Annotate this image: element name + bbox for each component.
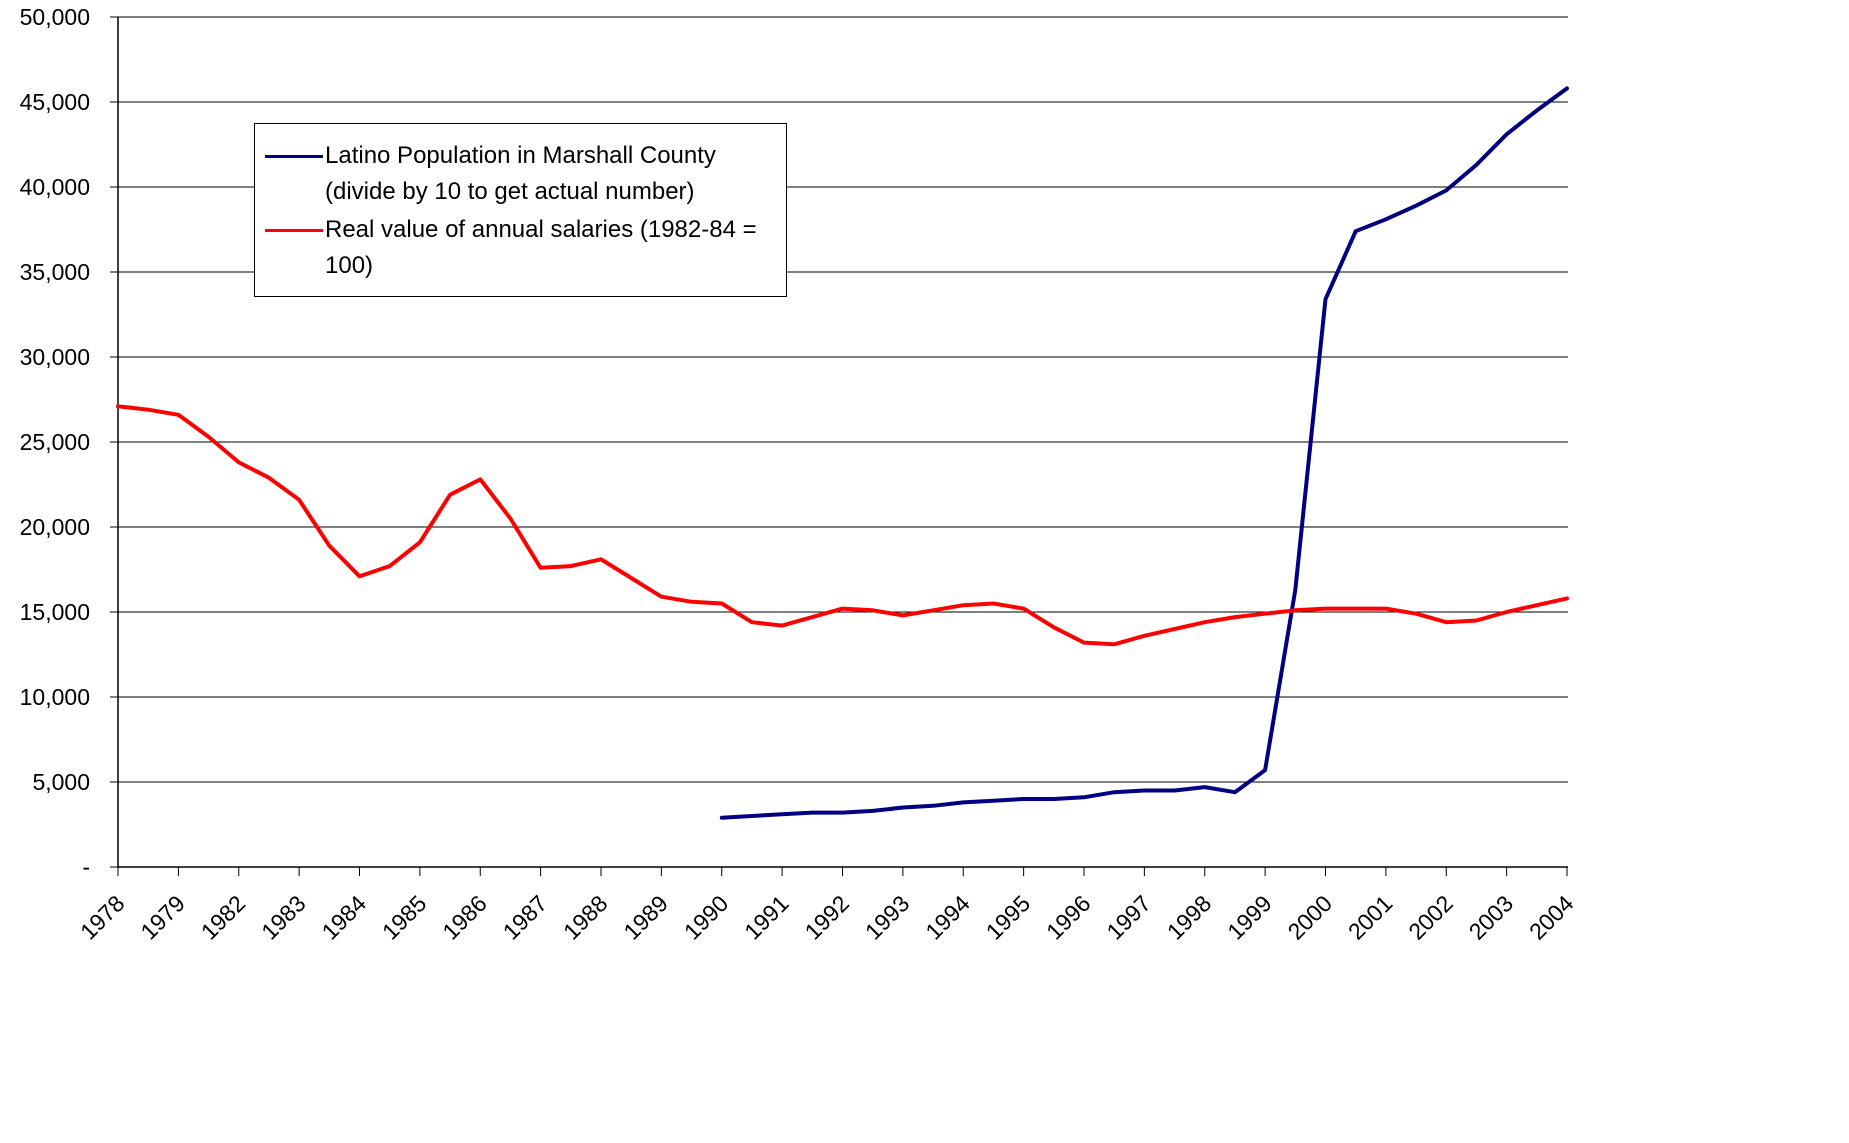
x-tick-label: 1984 bbox=[316, 890, 371, 945]
x-tick-label: 2000 bbox=[1282, 890, 1337, 945]
x-tick-label: 2003 bbox=[1464, 890, 1519, 945]
series-line bbox=[116, 404, 1569, 647]
x-tick-label: 1988 bbox=[558, 890, 613, 945]
legend-swatch bbox=[265, 155, 323, 158]
x-tick-label: 1986 bbox=[437, 890, 492, 945]
y-tick-label: 45,000 bbox=[20, 89, 90, 115]
y-tick-label: 5,000 bbox=[32, 769, 90, 795]
y-tick-label: 30,000 bbox=[20, 344, 90, 370]
y-tick-label: 35,000 bbox=[20, 259, 90, 285]
y-tick-label: 40,000 bbox=[20, 174, 90, 200]
y-tick-label: 25,000 bbox=[20, 429, 90, 455]
x-tick-label: 2002 bbox=[1403, 890, 1458, 945]
x-tick-label: 2004 bbox=[1524, 890, 1579, 945]
x-tick-label: 1993 bbox=[860, 890, 915, 945]
y-tick-label: 10,000 bbox=[20, 684, 90, 710]
legend-label: Real value of annual salaries (1982-84 =… bbox=[325, 216, 757, 279]
x-tick-label: 1991 bbox=[739, 890, 794, 945]
x-tick-label: 1999 bbox=[1222, 890, 1277, 945]
legend-entry: Real value of annual salaries (1982-84 =… bbox=[265, 212, 776, 284]
series-line bbox=[719, 86, 1569, 820]
x-tick-label: 1992 bbox=[799, 890, 854, 945]
y-tick-label: 50,000 bbox=[20, 4, 90, 30]
legend: Latino Population in Marshall County (di… bbox=[254, 123, 787, 297]
x-tick-label: 1990 bbox=[679, 890, 734, 945]
x-tick-label: 1985 bbox=[377, 890, 432, 945]
x-tick-label: 1997 bbox=[1101, 890, 1156, 945]
x-tick-label: 1998 bbox=[1162, 890, 1217, 945]
x-tick-label: 1982 bbox=[196, 890, 251, 945]
x-tick-label: 1995 bbox=[981, 890, 1036, 945]
legend-label: Latino Population in Marshall County (di… bbox=[325, 142, 716, 205]
legend-swatch bbox=[265, 229, 323, 232]
x-tick-label: 1983 bbox=[256, 890, 311, 945]
y-tick-label: 20,000 bbox=[20, 514, 90, 540]
y-tick-label: - bbox=[82, 854, 90, 880]
x-tick-label: 1987 bbox=[498, 890, 553, 945]
x-tick-label: 1978 bbox=[75, 890, 130, 945]
x-tick-label: 1994 bbox=[920, 890, 975, 945]
x-tick-label: 1989 bbox=[618, 890, 673, 945]
legend-entry: Latino Population in Marshall County (di… bbox=[265, 138, 776, 210]
x-tick-label: 1996 bbox=[1041, 890, 1096, 945]
x-tick-label: 2001 bbox=[1343, 890, 1398, 945]
x-tick-label: 1979 bbox=[135, 890, 190, 945]
y-tick-label: 15,000 bbox=[20, 599, 90, 625]
